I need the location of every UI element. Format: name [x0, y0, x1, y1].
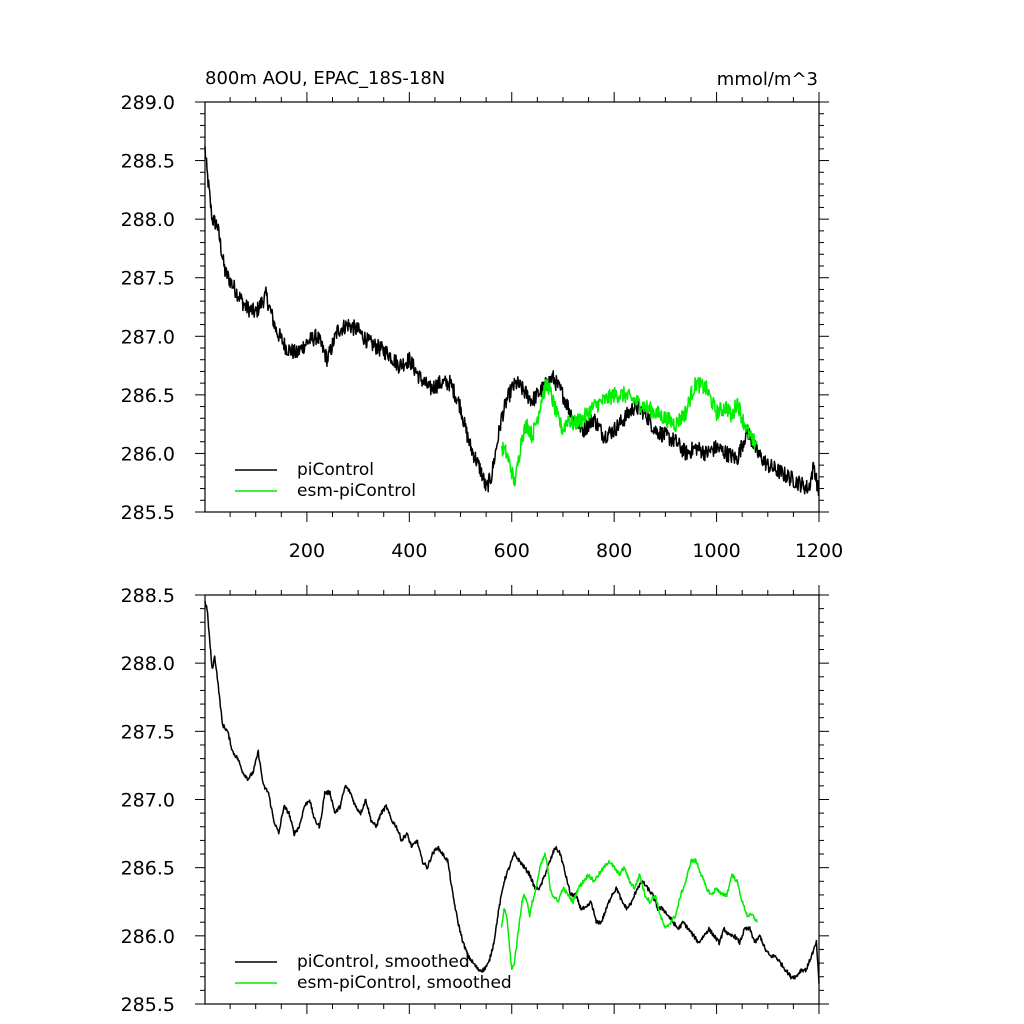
bottom-panel: 285.5 286.0 286.5 287.0 287.5 288.0 288.5 piCo… — [121, 585, 829, 1016]
legend-label: piControl, smoothed — [297, 952, 470, 972]
series-layer — [204, 146, 820, 497]
y-tick-label: 288.5 — [121, 151, 175, 173]
y-tick-label: 286.5 — [121, 385, 175, 407]
y-tick-label: 286.0 — [121, 443, 175, 465]
y-tick-label: 287.0 — [121, 790, 175, 812]
legend-label: esm-piControl, smoothed — [297, 973, 512, 993]
y-tick-label: 288.0 — [121, 653, 175, 675]
series-line-1 — [500, 376, 758, 487]
x-tick-label: 800 — [596, 540, 632, 562]
top-panel: 800m AOU, EPAC_18S-18N mmol/m^3 200 400 60… — [121, 68, 844, 562]
x-tick-label: 400 — [391, 540, 427, 562]
axis-layer: 200 400 600 800 1000 1200 285.5 286.0 286.5 287.0… — [121, 92, 843, 562]
y-tick-label: 287.0 — [121, 326, 175, 348]
y-tick-label: 288.0 — [121, 209, 175, 231]
axis-layer: 285.5 286.0 286.5 287.0 287.5 288.0 288.5 — [121, 585, 829, 1016]
x-tick-label: 600 — [494, 540, 530, 562]
series-line-0 — [204, 146, 820, 497]
x-tick-label: 1000 — [692, 540, 740, 562]
y-tick-label: 289.0 — [121, 92, 175, 114]
y-tick-label: 288.5 — [121, 585, 175, 607]
y-tick-label: 287.5 — [121, 268, 175, 290]
y-tick-label: 285.5 — [121, 994, 175, 1016]
y-tick-label: 287.5 — [121, 721, 175, 743]
series-line-0 — [204, 600, 820, 984]
legend-label: piControl — [297, 460, 374, 480]
series-line-1 — [500, 852, 759, 970]
y-tick-label: 285.5 — [121, 502, 175, 524]
series-layer — [204, 600, 820, 984]
y-tick-label: 286.0 — [121, 926, 175, 948]
legend-label: esm-piControl — [297, 481, 416, 501]
chart-title: 800m AOU, EPAC_18S-18N — [205, 68, 445, 89]
y-tick-label: 286.5 — [121, 858, 175, 880]
x-tick-label: 1200 — [795, 540, 843, 562]
units-label: mmol/m^3 — [717, 69, 818, 90]
x-tick-label: 200 — [289, 540, 325, 562]
